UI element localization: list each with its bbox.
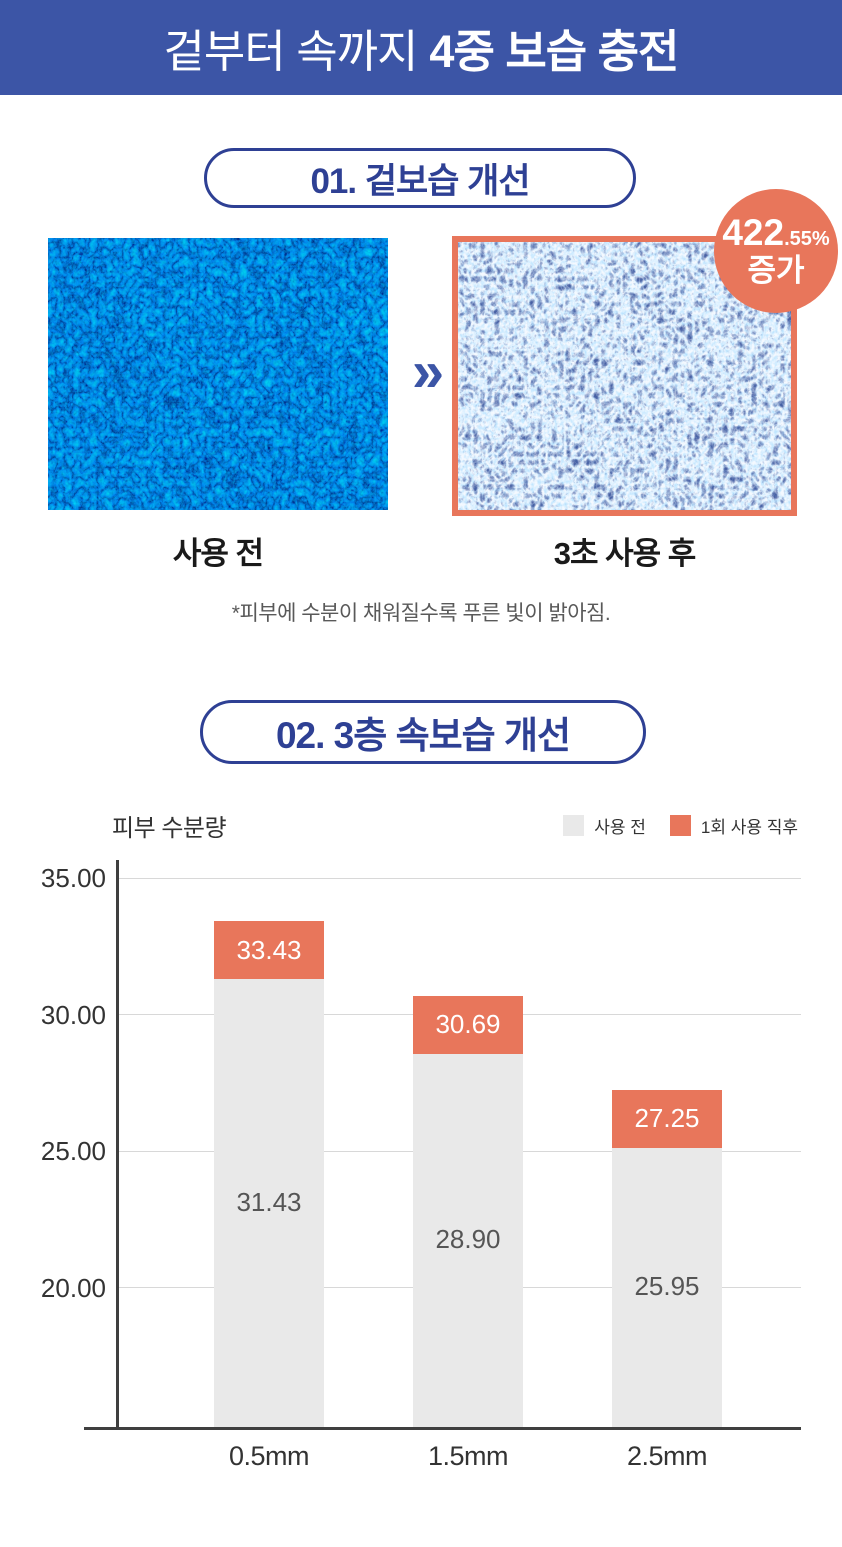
x-category-label: 1.5mm (427, 1441, 509, 1471)
y-tick-label: 25.00 (40, 1136, 106, 1167)
x-category-label: 2.5mm (626, 1441, 708, 1471)
x-axis-line (84, 1427, 801, 1430)
section1-title-pill: 01. 겉보습 개선 (204, 148, 636, 208)
chart-title: 피부 수분량 (112, 815, 227, 842)
header-banner: 겉부터 속까지 4중 보습 충전 (0, 0, 842, 95)
legend-label-after: 1회 사용 직후 (700, 818, 798, 837)
bar-value-before: 31.43 (236, 1187, 302, 1218)
legend-swatch-after (669, 815, 691, 836)
legend-swatch-before (563, 815, 585, 836)
bar-after-cap-segment: 30.69 (413, 995, 523, 1054)
section2-title: 02. 3층 속보습 개선 (275, 715, 571, 756)
bar-before-segment (612, 1147, 722, 1427)
bar-value-before: 28.90 (435, 1224, 501, 1255)
footnote: *피부에 수분이 채워질수록 푸른 빛이 밝아짐. (231, 602, 611, 625)
increase-percent: 422.55% (722, 212, 830, 254)
y-tick-label: 30.00 (40, 999, 106, 1030)
bar-after-cap-segment: 33.43 (214, 921, 324, 980)
before-skin-microscope-image (48, 238, 388, 510)
before-skin-texture (48, 238, 388, 510)
x-category-label: 0.5mm (228, 1441, 310, 1471)
section2-title-pill: 02. 3층 속보습 개선 (200, 700, 646, 764)
bar-after-cap-segment: 27.25 (612, 1089, 722, 1148)
bar-value-before: 25.95 (634, 1271, 700, 1302)
bar-before-segment (214, 979, 324, 1427)
increase-label: 증가 (747, 253, 805, 289)
double-chevron-right-icon: » (411, 339, 445, 404)
after-image-caption: 3초 사용 후 (553, 536, 697, 571)
before-image-caption: 사용 전 (172, 536, 264, 571)
y-axis-line (116, 860, 119, 1430)
section1-title: 01. 겉보습 개선 (310, 161, 530, 201)
legend-label-before: 사용 전 (594, 818, 646, 837)
y-tick-label: 20.00 (40, 1272, 106, 1303)
chart-legend: 사용 전 1회 사용 직후 (563, 813, 812, 838)
header-title: 겉부터 속까지 4중 보습 충전 (163, 26, 680, 77)
increase-badge: 422.55% 증가 (714, 189, 838, 313)
bar-before-segment (413, 1053, 523, 1427)
grid-line (119, 877, 801, 879)
y-tick-label: 35.00 (40, 863, 106, 894)
